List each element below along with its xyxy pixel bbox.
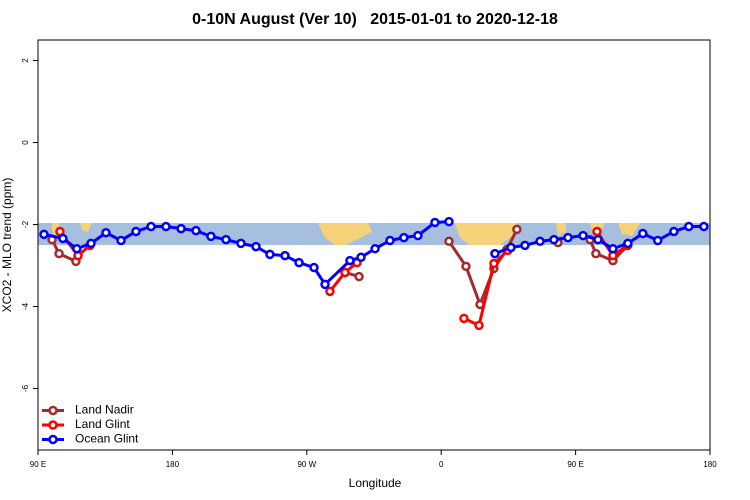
point bbox=[309, 262, 319, 273]
point bbox=[72, 243, 82, 254]
x-tick-label: 180 bbox=[166, 460, 180, 469]
point bbox=[413, 230, 423, 241]
point bbox=[131, 226, 141, 237]
point bbox=[161, 221, 171, 232]
point bbox=[444, 216, 454, 227]
point bbox=[191, 225, 201, 236]
point bbox=[535, 236, 545, 247]
point bbox=[385, 235, 395, 246]
point bbox=[101, 227, 111, 238]
point bbox=[399, 232, 409, 243]
legend-marker bbox=[48, 434, 58, 445]
point bbox=[146, 221, 156, 232]
point bbox=[461, 261, 471, 272]
y-tick-label: -6 bbox=[21, 384, 30, 392]
point bbox=[699, 221, 709, 232]
legend-label: Land Nadir bbox=[75, 403, 134, 417]
point bbox=[265, 249, 275, 260]
plot-frame bbox=[37, 39, 711, 451]
land bbox=[52, 223, 92, 238]
legend-label: Land Glint bbox=[75, 417, 130, 431]
legend-marker bbox=[48, 420, 58, 430]
legend-label: Ocean Glint bbox=[75, 432, 139, 446]
point bbox=[490, 248, 500, 259]
point bbox=[512, 224, 522, 235]
point bbox=[251, 241, 261, 252]
point bbox=[116, 235, 126, 246]
y-axis-label: XCO2 - MLO trend (ppm) bbox=[0, 178, 14, 313]
point bbox=[444, 236, 454, 247]
point bbox=[340, 267, 350, 278]
legend-marker bbox=[48, 405, 58, 416]
point bbox=[280, 250, 290, 261]
point bbox=[86, 238, 96, 249]
point bbox=[591, 248, 601, 259]
point bbox=[39, 229, 49, 240]
point bbox=[608, 243, 618, 254]
point bbox=[221, 234, 231, 245]
chart-title: 0-10N August (Ver 10) 2015-01-01 to 2020… bbox=[192, 11, 558, 28]
y-tick-label: 0 bbox=[21, 140, 30, 145]
y-tick-label: -2 bbox=[21, 220, 30, 228]
x-tick-label: 0 bbox=[439, 460, 444, 469]
point bbox=[549, 234, 559, 245]
x-tick-label: 90 E bbox=[567, 460, 583, 469]
y-tick-label: 2 bbox=[21, 58, 30, 63]
point bbox=[623, 238, 633, 249]
point bbox=[54, 248, 64, 259]
point bbox=[345, 255, 355, 266]
point bbox=[474, 320, 484, 331]
point bbox=[206, 231, 216, 242]
point bbox=[592, 226, 602, 237]
point bbox=[563, 232, 573, 243]
point bbox=[593, 234, 603, 245]
x-tick-label: 90 W bbox=[297, 460, 316, 469]
land bbox=[318, 223, 372, 245]
point bbox=[294, 257, 304, 268]
point bbox=[652, 235, 663, 246]
land bbox=[455, 223, 518, 245]
point bbox=[520, 240, 530, 251]
x-tick-label: 180 bbox=[703, 460, 717, 469]
point bbox=[354, 271, 364, 282]
point bbox=[320, 279, 330, 290]
point bbox=[58, 233, 68, 244]
point bbox=[506, 242, 516, 253]
point bbox=[684, 221, 694, 232]
x-axis-label: Longitude bbox=[349, 476, 402, 490]
point bbox=[325, 286, 335, 297]
point bbox=[638, 228, 648, 239]
point bbox=[459, 313, 469, 324]
x-tick-label: 90 E bbox=[30, 460, 46, 469]
point bbox=[669, 226, 679, 237]
y-tick-label: -4 bbox=[21, 302, 30, 310]
point bbox=[370, 243, 380, 254]
point bbox=[236, 238, 246, 249]
point bbox=[489, 258, 499, 269]
point bbox=[356, 252, 366, 263]
point bbox=[430, 217, 440, 228]
point bbox=[176, 223, 186, 234]
point bbox=[578, 230, 588, 241]
